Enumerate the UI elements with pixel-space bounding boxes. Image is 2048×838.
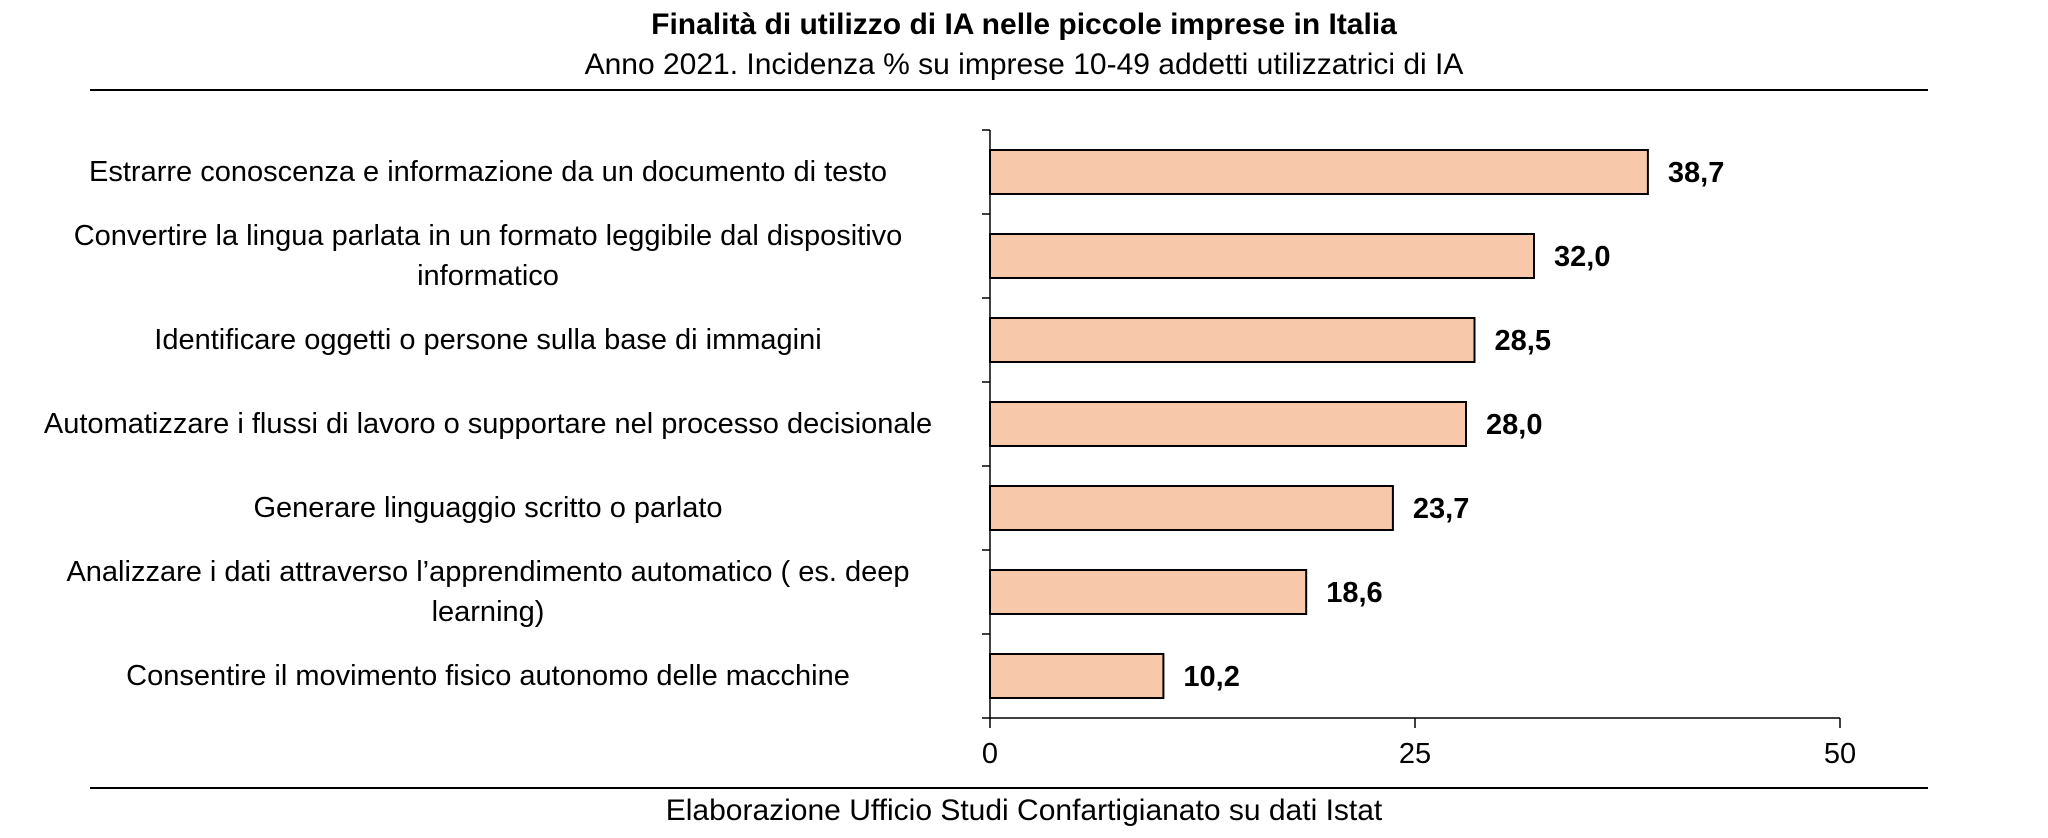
top-rule <box>90 89 1928 91</box>
bar <box>989 401 1467 447</box>
data-label: 28,5 <box>1495 325 1551 357</box>
bar <box>989 485 1394 531</box>
source-note: Elaborazione Ufficio Studi Confartigiana… <box>665 794 1383 827</box>
x-tick-label: 50 <box>1824 738 1856 770</box>
data-label: 28,0 <box>1486 409 1542 441</box>
bar <box>989 317 1476 363</box>
category-label: Estrarre conoscenza e informazione da un… <box>89 156 887 188</box>
data-label: 23,7 <box>1413 493 1469 525</box>
bar <box>989 149 1649 195</box>
category-label: Generare linguaggio scritto o parlato <box>253 492 723 524</box>
bar <box>989 233 1535 279</box>
data-label: 32,0 <box>1554 241 1610 273</box>
bar <box>989 569 1308 615</box>
data-label: 10,2 <box>1183 661 1239 693</box>
x-tick-label: 25 <box>1399 738 1431 770</box>
chart-title: Finalità di utilizzo di IA nelle piccole… <box>651 8 1397 41</box>
category-label: Convertire la lingua parlata in un forma… <box>73 220 903 292</box>
category-label: Analizzare i dati attraverso l’apprendim… <box>66 556 910 628</box>
data-label: 38,7 <box>1668 157 1724 189</box>
chart-subtitle: Anno 2021. Incidenza % su imprese 10-49 … <box>584 48 1464 81</box>
category-label: Identificare oggetti o persone sulla bas… <box>154 324 822 356</box>
category-label: Consentire il movimento fisico autonomo … <box>126 660 850 692</box>
bottom-rule <box>90 787 1928 789</box>
x-tick-label: 0 <box>982 738 998 770</box>
data-label: 18,6 <box>1326 577 1382 609</box>
category-label: Automatizzare i flussi di lavoro o suppo… <box>43 408 933 440</box>
bar <box>989 653 1165 699</box>
